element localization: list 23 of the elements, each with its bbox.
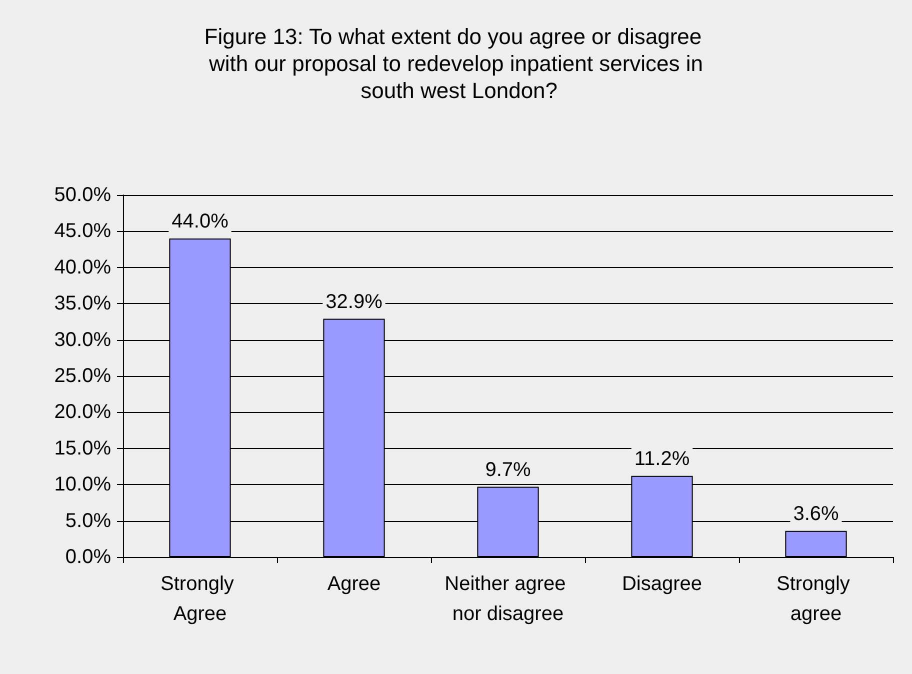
y-tick-label: 5.0% xyxy=(65,510,112,532)
bar xyxy=(785,530,847,557)
x-tick-label: Disagree xyxy=(622,573,702,595)
y-tick-label: 50.0% xyxy=(54,184,112,206)
data-label: 11.2% xyxy=(634,448,690,470)
y-tick-label: 15.0% xyxy=(54,437,112,460)
data-label: 32.9% xyxy=(326,290,383,313)
y-tick-label: 25.0% xyxy=(54,365,112,387)
x-tick-label: Neither agree nor disagree xyxy=(444,573,572,625)
y-tick-label: 35.0% xyxy=(54,292,112,315)
data-label: 9.7% xyxy=(485,458,532,481)
y-tick-label: 40.0% xyxy=(54,256,112,278)
x-tick-label: Strongly agree xyxy=(776,573,856,625)
y-tick-label: 0.0% xyxy=(65,546,112,568)
data-label: 3.6% xyxy=(793,502,840,525)
y-tick-label: 20.0% xyxy=(54,401,112,424)
data-label: 44.0% xyxy=(172,210,229,232)
y-tick-label: 45.0% xyxy=(54,220,112,242)
y-tick-label: 10.0% xyxy=(54,474,112,496)
chart-title: Figure 13: To what extent do you agree or disagree with our proposal to redevelop inpatient services in south west London? xyxy=(204,24,708,103)
x-tick-label: Agree xyxy=(327,573,381,595)
x-tick-label: Strongly Agree xyxy=(160,573,240,625)
y-tick-label: 30.0% xyxy=(54,328,112,351)
